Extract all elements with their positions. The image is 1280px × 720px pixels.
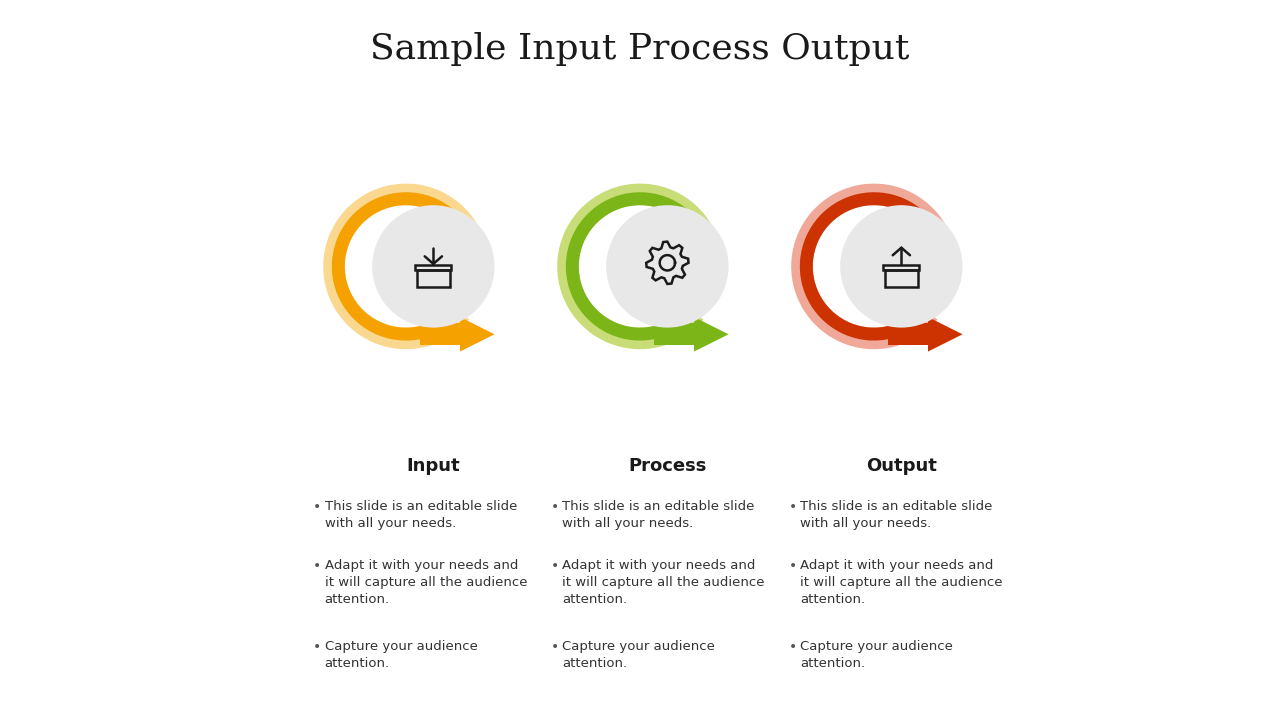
Text: Input: Input [407,457,461,475]
Text: •: • [550,559,559,573]
Text: Capture your audience
attention.: Capture your audience attention. [562,640,716,670]
Bar [886,270,918,287]
Text: Sample Input Process Output: Sample Input Process Output [370,32,910,66]
Wedge shape [557,184,712,349]
Polygon shape [460,317,494,351]
FancyBboxPatch shape [654,323,694,345]
Text: •: • [788,559,796,573]
Text: Adapt it with your needs and
it will capture all the audience
attention.: Adapt it with your needs and it will cap… [562,559,764,606]
Wedge shape [800,192,938,341]
Circle shape [607,205,728,328]
Text: Adapt it with your needs and
it will capture all the audience
attention.: Adapt it with your needs and it will cap… [325,559,527,606]
Text: •: • [314,640,321,654]
Wedge shape [566,192,704,341]
Bar [883,265,919,270]
Polygon shape [694,317,728,351]
Circle shape [840,205,963,328]
Text: Capture your audience
attention.: Capture your audience attention. [800,640,952,670]
Circle shape [372,205,494,328]
Text: •: • [788,640,796,654]
Bar [416,265,452,270]
Polygon shape [928,317,963,351]
Text: •: • [314,500,321,514]
Text: This slide is an editable slide
with all your needs.: This slide is an editable slide with all… [562,500,755,531]
Text: Output: Output [867,457,937,475]
FancyBboxPatch shape [420,323,460,345]
Wedge shape [791,184,946,349]
Wedge shape [324,184,477,349]
Text: This slide is an editable slide
with all your needs.: This slide is an editable slide with all… [325,500,517,531]
FancyBboxPatch shape [888,323,928,345]
Text: •: • [550,640,559,654]
Text: •: • [550,500,559,514]
Text: Capture your audience
attention.: Capture your audience attention. [325,640,477,670]
Text: Process: Process [628,457,707,475]
Text: Adapt it with your needs and
it will capture all the audience
attention.: Adapt it with your needs and it will cap… [800,559,1002,606]
Text: This slide is an editable slide
with all your needs.: This slide is an editable slide with all… [800,500,992,531]
Bar [417,270,449,287]
Text: •: • [314,559,321,573]
Text: •: • [788,500,796,514]
Wedge shape [332,192,470,341]
